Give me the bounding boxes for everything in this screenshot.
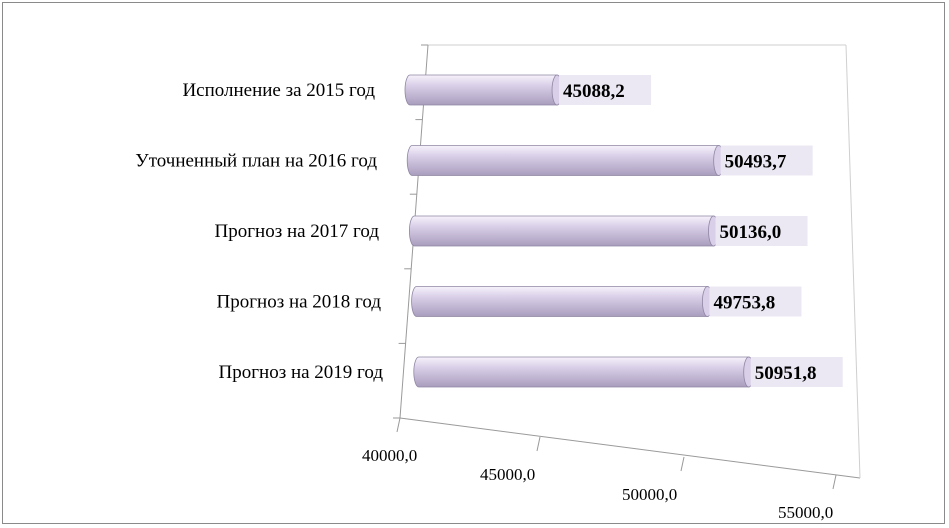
bar	[406, 145, 725, 176]
x-tick	[832, 474, 837, 490]
x-tick-label: 45000,0	[480, 465, 535, 484]
data-label-box	[750, 357, 843, 387]
x-axis-line	[399, 417, 861, 479]
category-label: Прогноз на 2018 год	[217, 292, 382, 313]
chart-axes	[393, 44, 861, 490]
data-label: 50951,8	[755, 363, 817, 384]
x-tick-label: 50000,0	[622, 485, 677, 504]
x-tick-label: 40000,0	[362, 446, 417, 465]
data-label-box	[709, 286, 802, 317]
chart-bars	[404, 74, 755, 388]
bar	[411, 286, 713, 317]
category-label: Прогноз на 2017 год	[215, 221, 380, 242]
category-label: Уточненный план на 2016 год	[135, 151, 377, 172]
data-label: 50493,7	[725, 152, 787, 173]
data-label-box	[559, 75, 652, 105]
x-tick	[680, 456, 685, 472]
x-tick	[396, 417, 401, 433]
bar	[404, 74, 563, 106]
category-label: Прогноз на 2019 год	[219, 362, 384, 383]
data-label-box	[720, 145, 813, 176]
chart-labels: 40000,0 45000,0 50000,0 55000,0 Исполнение з…	[135, 75, 843, 522]
data-label: 45088,2	[563, 81, 625, 102]
x-tick-label: 55000,0	[778, 503, 833, 522]
right-edge	[845, 44, 861, 479]
data-label-box	[715, 216, 808, 246]
bar	[413, 356, 755, 388]
data-label: 50136,0	[720, 222, 782, 243]
data-label: 49753,8	[713, 293, 775, 314]
bar	[409, 215, 719, 247]
x-tick	[536, 436, 541, 452]
category-label: Исполнение за 2015 год	[182, 80, 375, 101]
